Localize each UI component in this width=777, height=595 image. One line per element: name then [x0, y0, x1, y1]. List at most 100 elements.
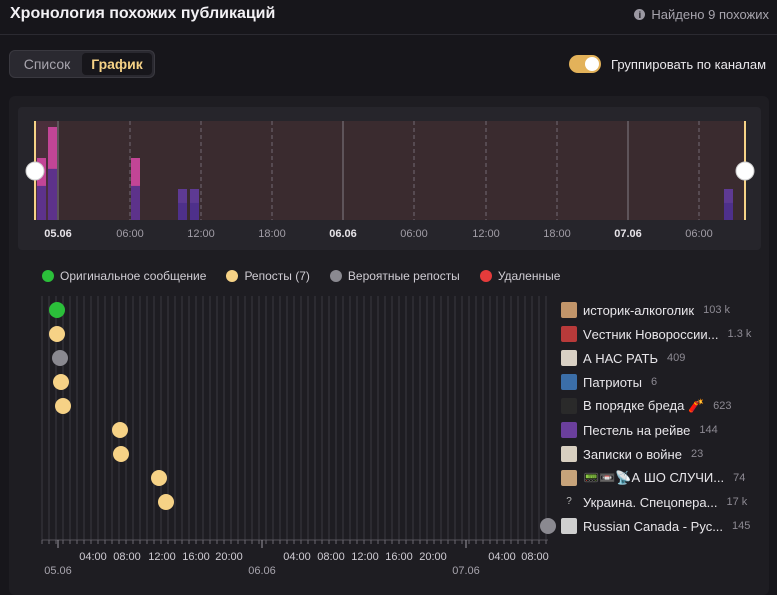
timeline-hour-label: 12:00 [351, 551, 379, 563]
timeline-hour-label: 08:00 [317, 551, 345, 563]
legend-dot-icon [329, 270, 342, 282]
overview-histogram-bar-shade [37, 185, 46, 220]
channel-row[interactable]: Пестель на рейве 144 [561, 420, 718, 440]
timeline-hour-label: 20:00 [215, 551, 243, 563]
channel-name: 📟📼📡А ШО СЛУЧИ... [583, 470, 725, 485]
channel-subscribers: 17 k [726, 496, 748, 508]
avatar-group-icon [561, 518, 577, 534]
group-by-channels-label: Группировать по каналам [611, 56, 766, 72]
post-dot[interactable] [53, 374, 69, 390]
overview-tick-label: 06:00 [400, 228, 428, 240]
channel-subscribers: 623 [713, 400, 732, 412]
unknown-icon: ? [561, 494, 577, 510]
post-dot[interactable] [158, 494, 174, 510]
channel-name: Пестель на рейве [583, 422, 691, 438]
channel-name: В порядке бреда 🧨 [583, 398, 705, 413]
channel-row[interactable]: Russian Canada - Рус... 145 [561, 516, 750, 536]
channel-name: историк-алкоголик [583, 302, 695, 318]
group-by-channels-toggle[interactable] [569, 55, 602, 73]
overview-histogram-bar-shade [131, 185, 140, 220]
channel-subscribers: 1.3 k [727, 328, 752, 340]
header: Хронология похожих публикаций i Найдено … [0, 0, 777, 35]
channel-name: Vестник Новороссии... [583, 326, 719, 342]
channel-row[interactable]: ? Украина. Спецопера... 17 k [561, 492, 747, 512]
channel-subscribers: 23 [690, 448, 704, 460]
post-dot[interactable] [112, 422, 128, 438]
legend-item[interactable]: Удаленные [479, 269, 561, 283]
avatar-drawing-icon [561, 302, 577, 318]
found-count: i Найдено 9 похожих [634, 7, 769, 22]
overview-tick-label: 07.06 [614, 228, 642, 240]
timeline-hour-label: 16:00 [182, 551, 210, 563]
post-dot[interactable] [151, 470, 167, 486]
page-title: Хронология похожих публикаций [10, 5, 276, 22]
overview-tick-label: 06:00 [116, 228, 144, 240]
channel-subscribers: 144 [699, 424, 718, 436]
timeline-hour-label: 20:00 [419, 551, 447, 563]
channel-row[interactable]: В порядке бреда 🧨 623 [561, 396, 732, 416]
legend-item[interactable]: Оригинальное сообщение [42, 269, 206, 283]
channel-row[interactable]: Записки о войне 23 [561, 444, 703, 464]
legend-item[interactable]: Вероятные репосты [329, 269, 460, 283]
overview-tick-label: 06:00 [685, 228, 713, 240]
overview-tick-label: 06.06 [329, 228, 357, 240]
group-by-channels: Группировать по каналам [569, 55, 766, 73]
timeline-hour-label: 04:00 [79, 551, 107, 563]
channel-row[interactable]: Vестник Новороссии... 1.3 k [561, 324, 751, 344]
overview-selected-range [35, 121, 745, 220]
timeline-hour-label: 08:00 [113, 551, 141, 563]
legend-item[interactable]: Репосты (7) [226, 269, 310, 283]
channel-row[interactable]: А НАС РАТЬ 409 [561, 348, 685, 368]
avatar-purple-icon [561, 422, 577, 438]
post-dot[interactable] [55, 398, 71, 414]
channel-row[interactable]: 📟📼📡А ШО СЛУЧИ... 74 [561, 468, 745, 488]
view-switcher: Список График [9, 50, 155, 78]
post-dot[interactable] [49, 326, 65, 342]
avatar-cartoon-icon [561, 470, 577, 486]
avatar-paper-icon [561, 446, 577, 462]
legend-label: Оригинальное сообщение [60, 269, 207, 283]
channel-name: А НАС РАТЬ [583, 350, 658, 366]
channel-name: Украина. Спецопера... [583, 494, 718, 510]
list-view-button[interactable]: Список [23, 56, 71, 72]
chart-legend: Оригинальное сообщение Репосты (7) Вероятн… [42, 269, 560, 283]
post-dot[interactable] [540, 518, 556, 534]
overview-tick-label: 18:00 [543, 228, 571, 240]
timeline-hour-label: 04:00 [283, 551, 311, 563]
timeline-hour-label: 08:00 [521, 551, 549, 563]
legend-dot-icon [42, 270, 54, 282]
legend-label: Удаленные [497, 269, 561, 283]
legend-label: Репосты (7) [244, 269, 310, 283]
timeline-hour-label: 16:00 [385, 551, 413, 563]
avatar-person-icon [561, 350, 577, 366]
channel-row[interactable]: историк-алкоголик 103 k [561, 300, 730, 320]
chart-view-button[interactable]: График [82, 53, 152, 75]
channel-name: Russian Canada - Рус... [583, 518, 724, 534]
channel-row[interactable]: Патриоты 6 [561, 372, 657, 392]
overview-histogram-bar-shade [724, 202, 733, 220]
timeline-date-label: 07.06 [452, 565, 480, 577]
channel-name: Патриоты [583, 374, 642, 390]
toggle-knob [585, 57, 600, 71]
overview-histogram-bar-shade [48, 168, 57, 220]
timeline-date-label: 05.06 [44, 565, 72, 577]
channel-subscribers: 409 [667, 352, 686, 364]
post-dot[interactable] [52, 350, 68, 366]
post-dot[interactable] [49, 302, 65, 318]
emblem-icon [561, 374, 577, 390]
range-end-handle[interactable] [735, 161, 755, 181]
overview-histogram-bar-shade [190, 202, 199, 220]
post-dot[interactable] [113, 446, 129, 462]
channel-subscribers: 6 [650, 376, 658, 388]
range-start-handle[interactable] [25, 161, 45, 181]
channel-name: Записки о войне [583, 446, 682, 462]
found-label: Найдено 9 похожих [651, 7, 769, 22]
overview-tick-label: 05.06 [44, 228, 72, 240]
timeline-date-label: 06.06 [248, 565, 276, 577]
legend-label: Вероятные репосты [347, 269, 460, 283]
overview-tick-label: 12:00 [187, 228, 215, 240]
channel-subscribers: 74 [733, 472, 746, 484]
channel-subscribers: 145 [732, 520, 751, 532]
overview-histogram-bar-shade [178, 202, 187, 220]
